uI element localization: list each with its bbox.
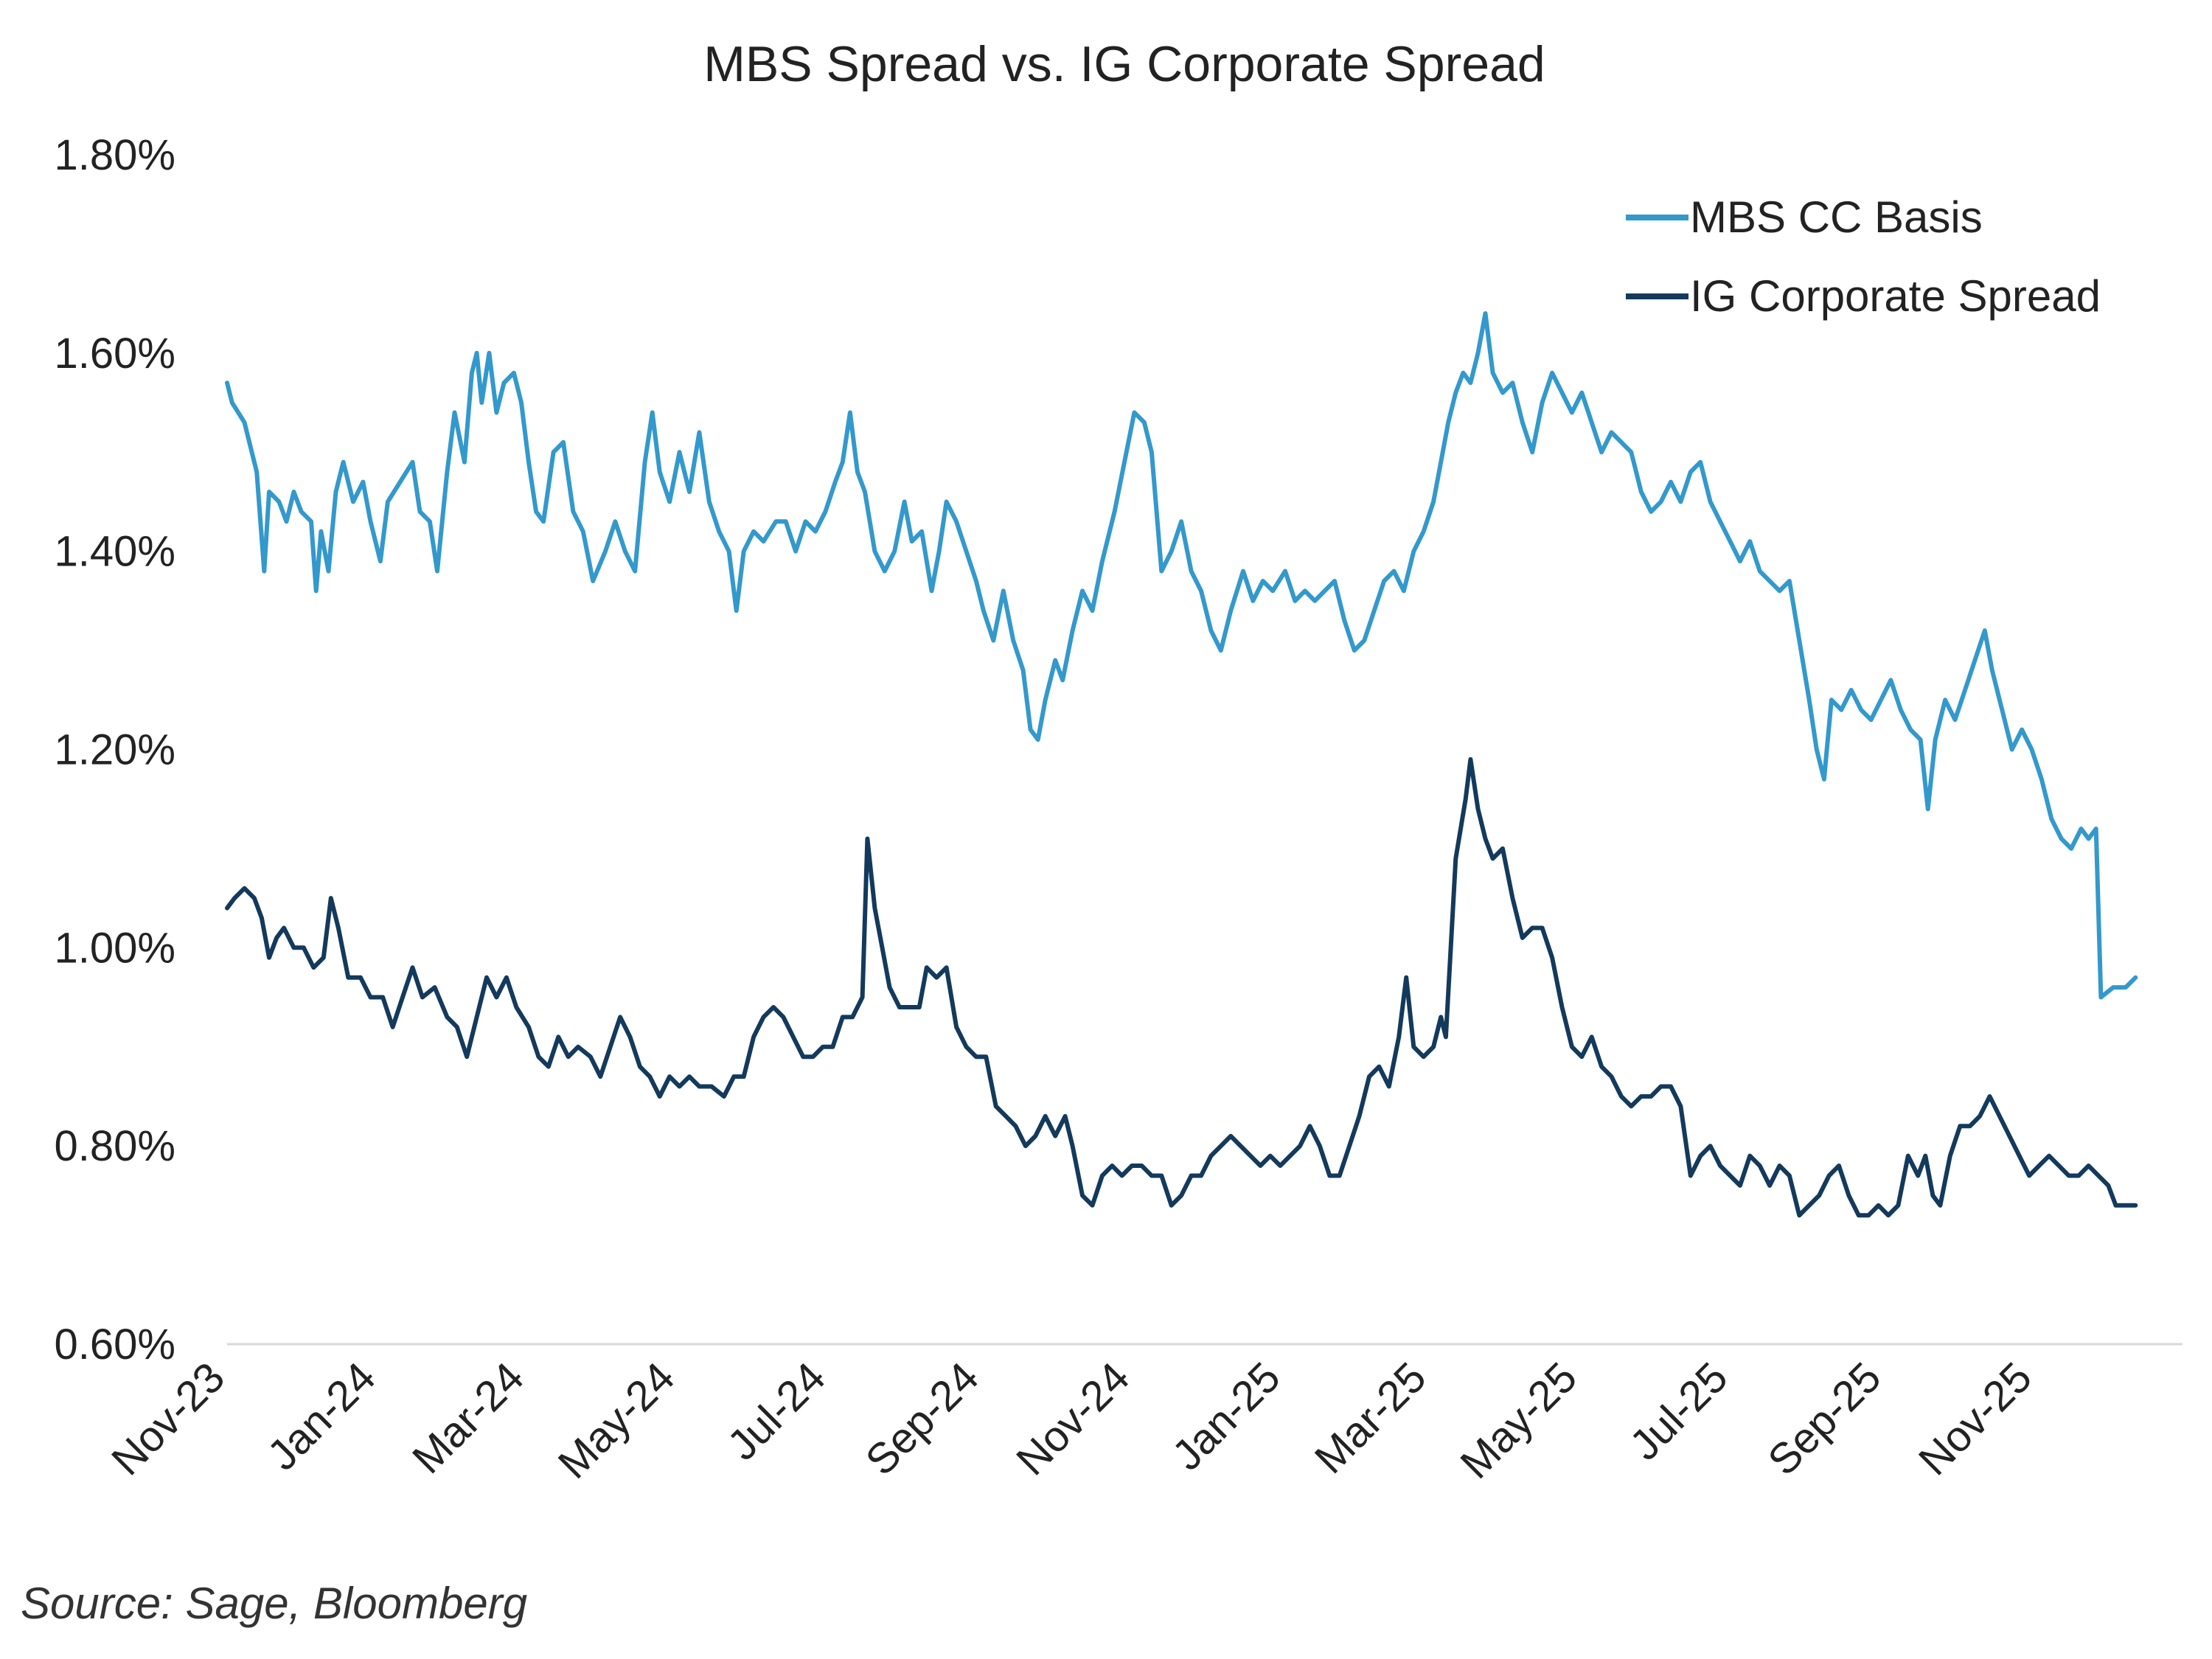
x-tick-label: Jan-25: [1163, 1353, 1289, 1479]
x-axis: Nov-23 Jan-24 Mar-24 May-24 Jul-24 Sep-24 Nov-…: [102, 1343, 2183, 1488]
x-tick-label: Jul-25: [1621, 1353, 1737, 1470]
y-tick-label: 0.60%: [55, 1321, 175, 1368]
y-tick-label: 1.60%: [55, 330, 175, 378]
chart-title: MBS Spread vs. IG Corporate Spread: [703, 36, 1545, 92]
x-tick-label: Nov-25: [1910, 1353, 2041, 1484]
x-tick-label: Sep-25: [1759, 1353, 1890, 1484]
y-tick-label: 1.40%: [55, 528, 175, 576]
source-note: Source: Sage, Bloomberg: [21, 1579, 528, 1628]
plot-area: [225, 311, 2138, 1218]
series-line-mbs: [225, 311, 2138, 1000]
x-tick-label: Mar-25: [1306, 1353, 1436, 1483]
y-tick-label: 1.20%: [55, 726, 175, 774]
x-tick-label: Jul-24: [718, 1353, 835, 1470]
x-tick-label: Jan-24: [258, 1353, 384, 1479]
y-axis: 0.60% 0.80% 1.00% 1.20% 1.40% 1.60% 1.80%: [55, 131, 175, 1368]
x-tick-label: Sep-24: [857, 1353, 988, 1484]
legend-label-mbs: MBS CC Basis: [1690, 192, 1983, 242]
legend: MBS CC Basis IG Corporate Spread: [1626, 192, 2101, 321]
x-tick-label: May-24: [549, 1353, 684, 1488]
y-tick-label: 1.00%: [55, 924, 175, 972]
x-tick-label: Nov-23: [102, 1353, 234, 1484]
y-tick-label: 0.80%: [55, 1122, 175, 1170]
series-line-ig: [225, 757, 2138, 1218]
x-tick-label: Nov-24: [1007, 1353, 1138, 1484]
x-tick-label: May-25: [1451, 1353, 1586, 1488]
legend-label-ig: IG Corporate Spread: [1690, 271, 2101, 321]
x-tick-label: Mar-24: [403, 1353, 533, 1483]
y-tick-label: 1.80%: [55, 131, 175, 179]
